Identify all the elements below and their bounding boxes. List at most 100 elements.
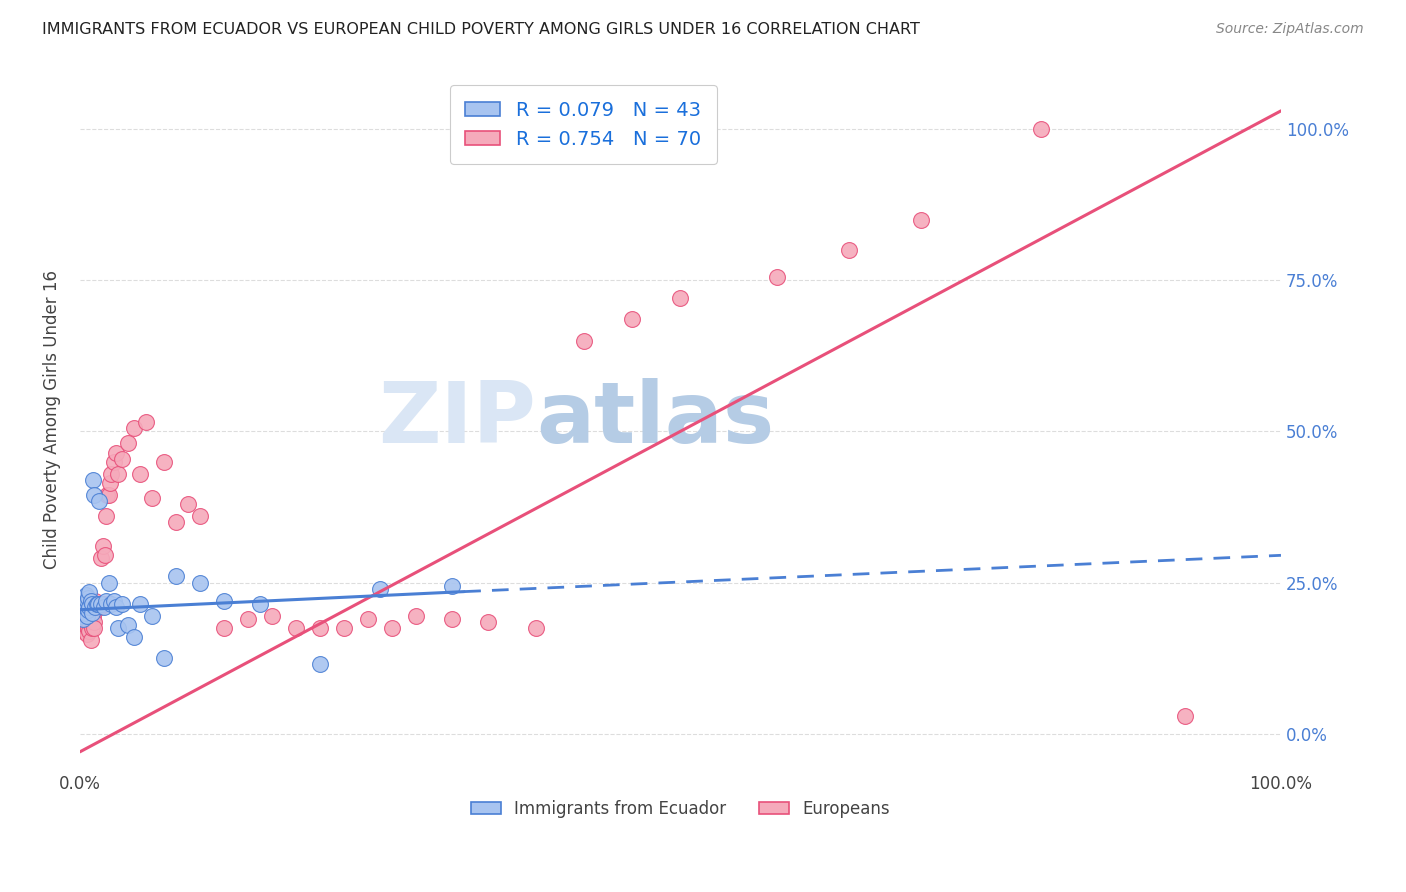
Point (80, 606, 103, 620)
Text: Source: ZipAtlas.com: Source: ZipAtlas.com (1216, 22, 1364, 37)
Point (100, 597, 122, 611)
Point (103, 593, 125, 607)
Point (79, 584, 101, 599)
Point (1029, 122, 1052, 136)
Point (79, 624, 101, 638)
Point (441, 612, 464, 626)
Point (90, 551, 112, 566)
Point (621, 312, 644, 326)
Point (104, 599, 127, 614)
Point (75, 597, 97, 611)
Point (405, 608, 427, 623)
Point (100, 467, 122, 481)
Point (111, 597, 134, 611)
Point (72, 597, 94, 611)
Point (82, 597, 104, 611)
Point (77, 591, 100, 605)
Point (75, 606, 97, 620)
Point (381, 621, 404, 635)
Point (73, 606, 96, 620)
Point (97, 488, 120, 502)
Point (76, 608, 98, 623)
Point (212, 593, 235, 607)
Point (82, 473, 104, 487)
Point (107, 467, 129, 481)
Point (72, 608, 94, 623)
Point (129, 597, 152, 611)
Point (84, 599, 107, 614)
Point (368, 582, 391, 596)
Point (122, 630, 145, 644)
Point (129, 467, 152, 481)
Point (1174, 708, 1197, 723)
Point (83, 488, 105, 502)
Point (669, 291, 692, 305)
Point (117, 436, 139, 450)
Point (111, 451, 134, 466)
Point (86, 597, 108, 611)
Point (72, 618, 94, 632)
Point (236, 612, 259, 626)
Point (141, 491, 163, 505)
Point (86, 599, 108, 614)
Point (79, 615, 101, 629)
Point (90, 597, 112, 611)
Point (98, 475, 121, 490)
Point (165, 515, 187, 529)
Point (141, 608, 163, 623)
Point (83, 615, 105, 629)
Point (91, 539, 114, 553)
Point (83, 621, 105, 635)
Point (188, 575, 211, 590)
Point (80, 608, 103, 623)
Point (75, 621, 97, 635)
Point (73, 599, 96, 614)
Point (73, 608, 96, 623)
Point (117, 618, 139, 632)
Point (93, 597, 115, 611)
Point (477, 615, 499, 629)
Text: atlas: atlas (536, 377, 775, 461)
Point (135, 415, 157, 429)
Point (87, 597, 110, 611)
Point (97, 575, 120, 590)
Point (79, 632, 101, 647)
Text: ZIP: ZIP (378, 377, 536, 461)
Point (285, 621, 308, 635)
Point (72, 621, 94, 635)
Point (765, 270, 787, 285)
Y-axis label: Child Poverty Among Girls Under 16: Child Poverty Among Girls Under 16 (44, 269, 60, 569)
Point (441, 578, 464, 592)
Point (153, 454, 176, 468)
Point (357, 612, 380, 626)
Point (96, 488, 118, 502)
Point (574, 334, 596, 348)
Point (96, 508, 118, 523)
Point (260, 608, 283, 623)
Point (309, 657, 332, 672)
Point (72, 608, 94, 623)
Point (177, 497, 200, 511)
Point (122, 421, 145, 435)
Point (103, 454, 125, 468)
Point (75, 588, 97, 602)
Point (72, 624, 94, 638)
Point (94, 549, 117, 563)
Point (249, 597, 271, 611)
Point (188, 508, 211, 523)
Point (153, 651, 176, 665)
Point (87, 597, 110, 611)
Legend: Immigrants from Ecuador, Europeans: Immigrants from Ecuador, Europeans (464, 794, 897, 825)
Point (72, 612, 94, 626)
Point (333, 621, 356, 635)
Point (76, 593, 98, 607)
Point (73, 615, 96, 629)
Point (96, 593, 118, 607)
Point (93, 599, 115, 614)
Point (77, 603, 100, 617)
Point (107, 621, 129, 635)
Point (87, 597, 110, 611)
Point (82, 608, 104, 623)
Point (838, 243, 860, 257)
Point (77, 608, 100, 623)
